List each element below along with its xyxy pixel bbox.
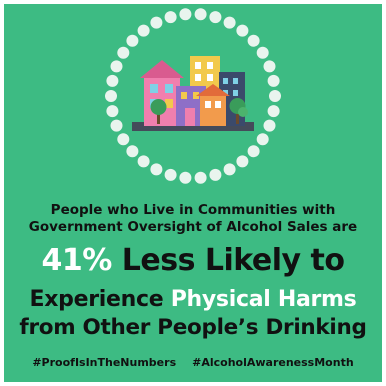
frame-dot	[137, 155, 150, 168]
frame-dot	[263, 60, 276, 73]
subheading-line-2: Government Oversight of Alcohol Sales ar…	[28, 219, 358, 235]
frame-dot	[150, 16, 163, 29]
frame-dot	[236, 24, 249, 37]
frame-dot	[106, 105, 119, 118]
frame-dot	[179, 8, 192, 21]
frame-dot	[267, 105, 280, 118]
frame-dot	[126, 34, 139, 47]
headline: 41% Less Likely to	[4, 244, 382, 278]
frame-dot	[236, 155, 249, 168]
frame-dot	[137, 24, 150, 37]
frame-dot	[256, 46, 269, 59]
drinking-line: from Other People’s Drinking	[19, 315, 367, 340]
frame-dot	[117, 133, 130, 146]
physical-harms-highlight: Physical Harms	[170, 287, 357, 312]
dotted-circle-frame	[105, 8, 281, 184]
frame-dot	[164, 168, 177, 181]
frame-dot	[110, 60, 123, 73]
hashtag-awareness: #AlcoholAwarenessMonth	[192, 356, 354, 369]
frame-dot	[209, 168, 222, 181]
frame-dot	[263, 119, 276, 132]
frame-dot	[267, 74, 280, 87]
headline-percent: 41%	[41, 243, 112, 278]
frame-dot	[106, 74, 119, 87]
frame-dot	[105, 90, 117, 102]
frame-dot	[194, 8, 207, 21]
frame-dot	[179, 171, 192, 184]
frame-dot	[126, 145, 139, 158]
city-buildings-illustration	[132, 56, 254, 131]
frame-dot	[117, 46, 130, 59]
frame-dot	[194, 171, 207, 184]
frame-dot	[209, 11, 222, 24]
hashtag-proof: #ProofIsInTheNumbers	[32, 356, 177, 369]
frame-dot	[247, 34, 260, 47]
headline-text: Less Likely to	[121, 243, 345, 278]
frame-dot	[247, 145, 260, 158]
frame-dot	[256, 133, 269, 146]
infographic-card: People who Live in Communities with Gove…	[4, 4, 382, 382]
hashtags: #ProofIsInTheNumbers #AlcoholAwarenessMo…	[4, 356, 382, 369]
experience-prefix: Experience	[29, 287, 164, 312]
frame-dot	[269, 90, 281, 102]
experience-line: Experience Physical Harms	[4, 287, 382, 313]
frame-dot	[150, 163, 163, 176]
subheading-line-1: People who Live in Communities with	[50, 202, 336, 218]
frame-dot	[223, 163, 236, 176]
frame-dot	[164, 11, 177, 24]
frame-dot	[110, 119, 123, 132]
frame-dot	[223, 16, 236, 29]
